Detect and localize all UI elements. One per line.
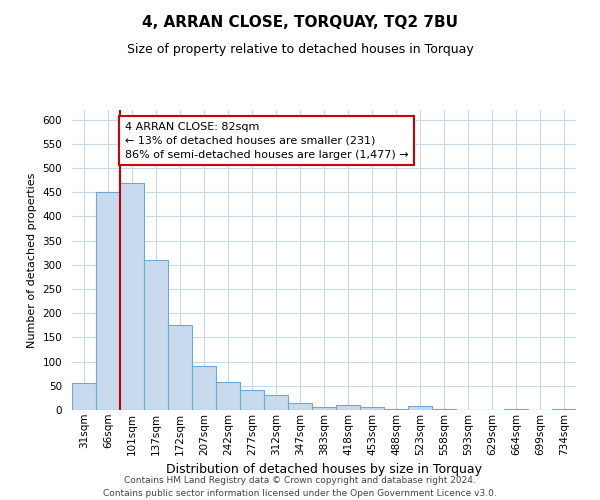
Text: Contains HM Land Registry data © Crown copyright and database right 2024.
Contai: Contains HM Land Registry data © Crown c… (103, 476, 497, 498)
Bar (384, 408, 408, 410)
Bar (336, 405, 360, 410)
Bar (264, 396, 288, 410)
Bar (240, 390, 264, 410)
Bar (192, 366, 216, 410)
Text: Size of property relative to detached houses in Torquay: Size of property relative to detached ho… (127, 42, 473, 56)
Bar (552, 409, 576, 410)
Y-axis label: Number of detached properties: Number of detached properties (27, 172, 37, 348)
Bar (504, 409, 528, 410)
Bar (144, 260, 168, 410)
Bar (72, 384, 96, 410)
Bar (168, 326, 192, 410)
Text: 4, ARRAN CLOSE, TORQUAY, TQ2 7BU: 4, ARRAN CLOSE, TORQUAY, TQ2 7BU (142, 15, 458, 30)
Bar (120, 182, 144, 410)
Bar (360, 406, 384, 410)
Bar (408, 406, 432, 410)
Bar (216, 382, 240, 410)
Bar (288, 402, 312, 410)
X-axis label: Distribution of detached houses by size in Torquay: Distribution of detached houses by size … (166, 463, 482, 476)
Bar (312, 406, 336, 410)
Bar (96, 192, 120, 410)
Text: 4 ARRAN CLOSE: 82sqm
← 13% of detached houses are smaller (231)
86% of semi-deta: 4 ARRAN CLOSE: 82sqm ← 13% of detached h… (125, 122, 409, 160)
Bar (432, 408, 456, 410)
